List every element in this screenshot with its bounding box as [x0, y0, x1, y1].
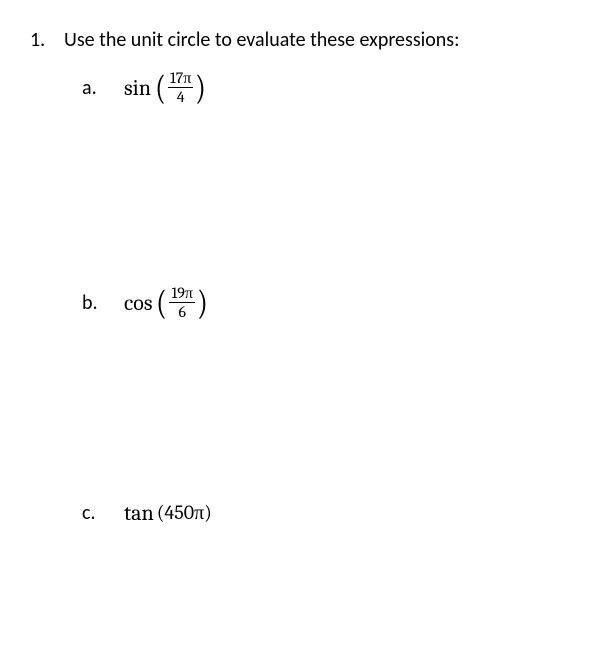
- fraction-denominator: 6: [169, 302, 195, 320]
- sub-item-label: a.: [82, 76, 124, 100]
- sub-item-label: c.: [82, 501, 124, 525]
- expression-b: cos 19π 6: [124, 285, 209, 320]
- fraction: 19π 6: [169, 285, 195, 320]
- argument-value: 450π: [164, 501, 204, 524]
- sub-item-c: c. tan(450π): [82, 500, 580, 526]
- function-name: sin: [124, 75, 151, 101]
- fraction: 17π 4: [168, 70, 193, 105]
- question-number: 1.: [30, 28, 64, 52]
- sub-item-label: b.: [82, 291, 124, 315]
- paren-group: 19π 6: [155, 285, 209, 320]
- fraction-numerator: 19π: [169, 285, 195, 302]
- question-header: 1. Use the unit circle to evaluate these…: [30, 28, 580, 52]
- function-name: cos: [124, 290, 152, 316]
- question-prompt: Use the unit circle to evaluate these ex…: [64, 28, 459, 52]
- expression-c: tan(450π): [124, 500, 212, 526]
- paren-group: 17π 4: [154, 70, 207, 105]
- sub-items: a. sin 17π 4 b. cos 19π 6: [82, 70, 580, 526]
- fraction-denominator: 4: [168, 87, 193, 105]
- expression-a: sin 17π 4: [124, 70, 207, 105]
- sub-item-b: b. cos 19π 6: [82, 285, 580, 320]
- function-name: tan: [124, 500, 154, 526]
- plain-argument: (450π): [157, 501, 212, 525]
- sub-item-a: a. sin 17π 4: [82, 70, 580, 105]
- worksheet-page: 1. Use the unit circle to evaluate these…: [0, 0, 610, 556]
- fraction-numerator: 17π: [168, 70, 193, 87]
